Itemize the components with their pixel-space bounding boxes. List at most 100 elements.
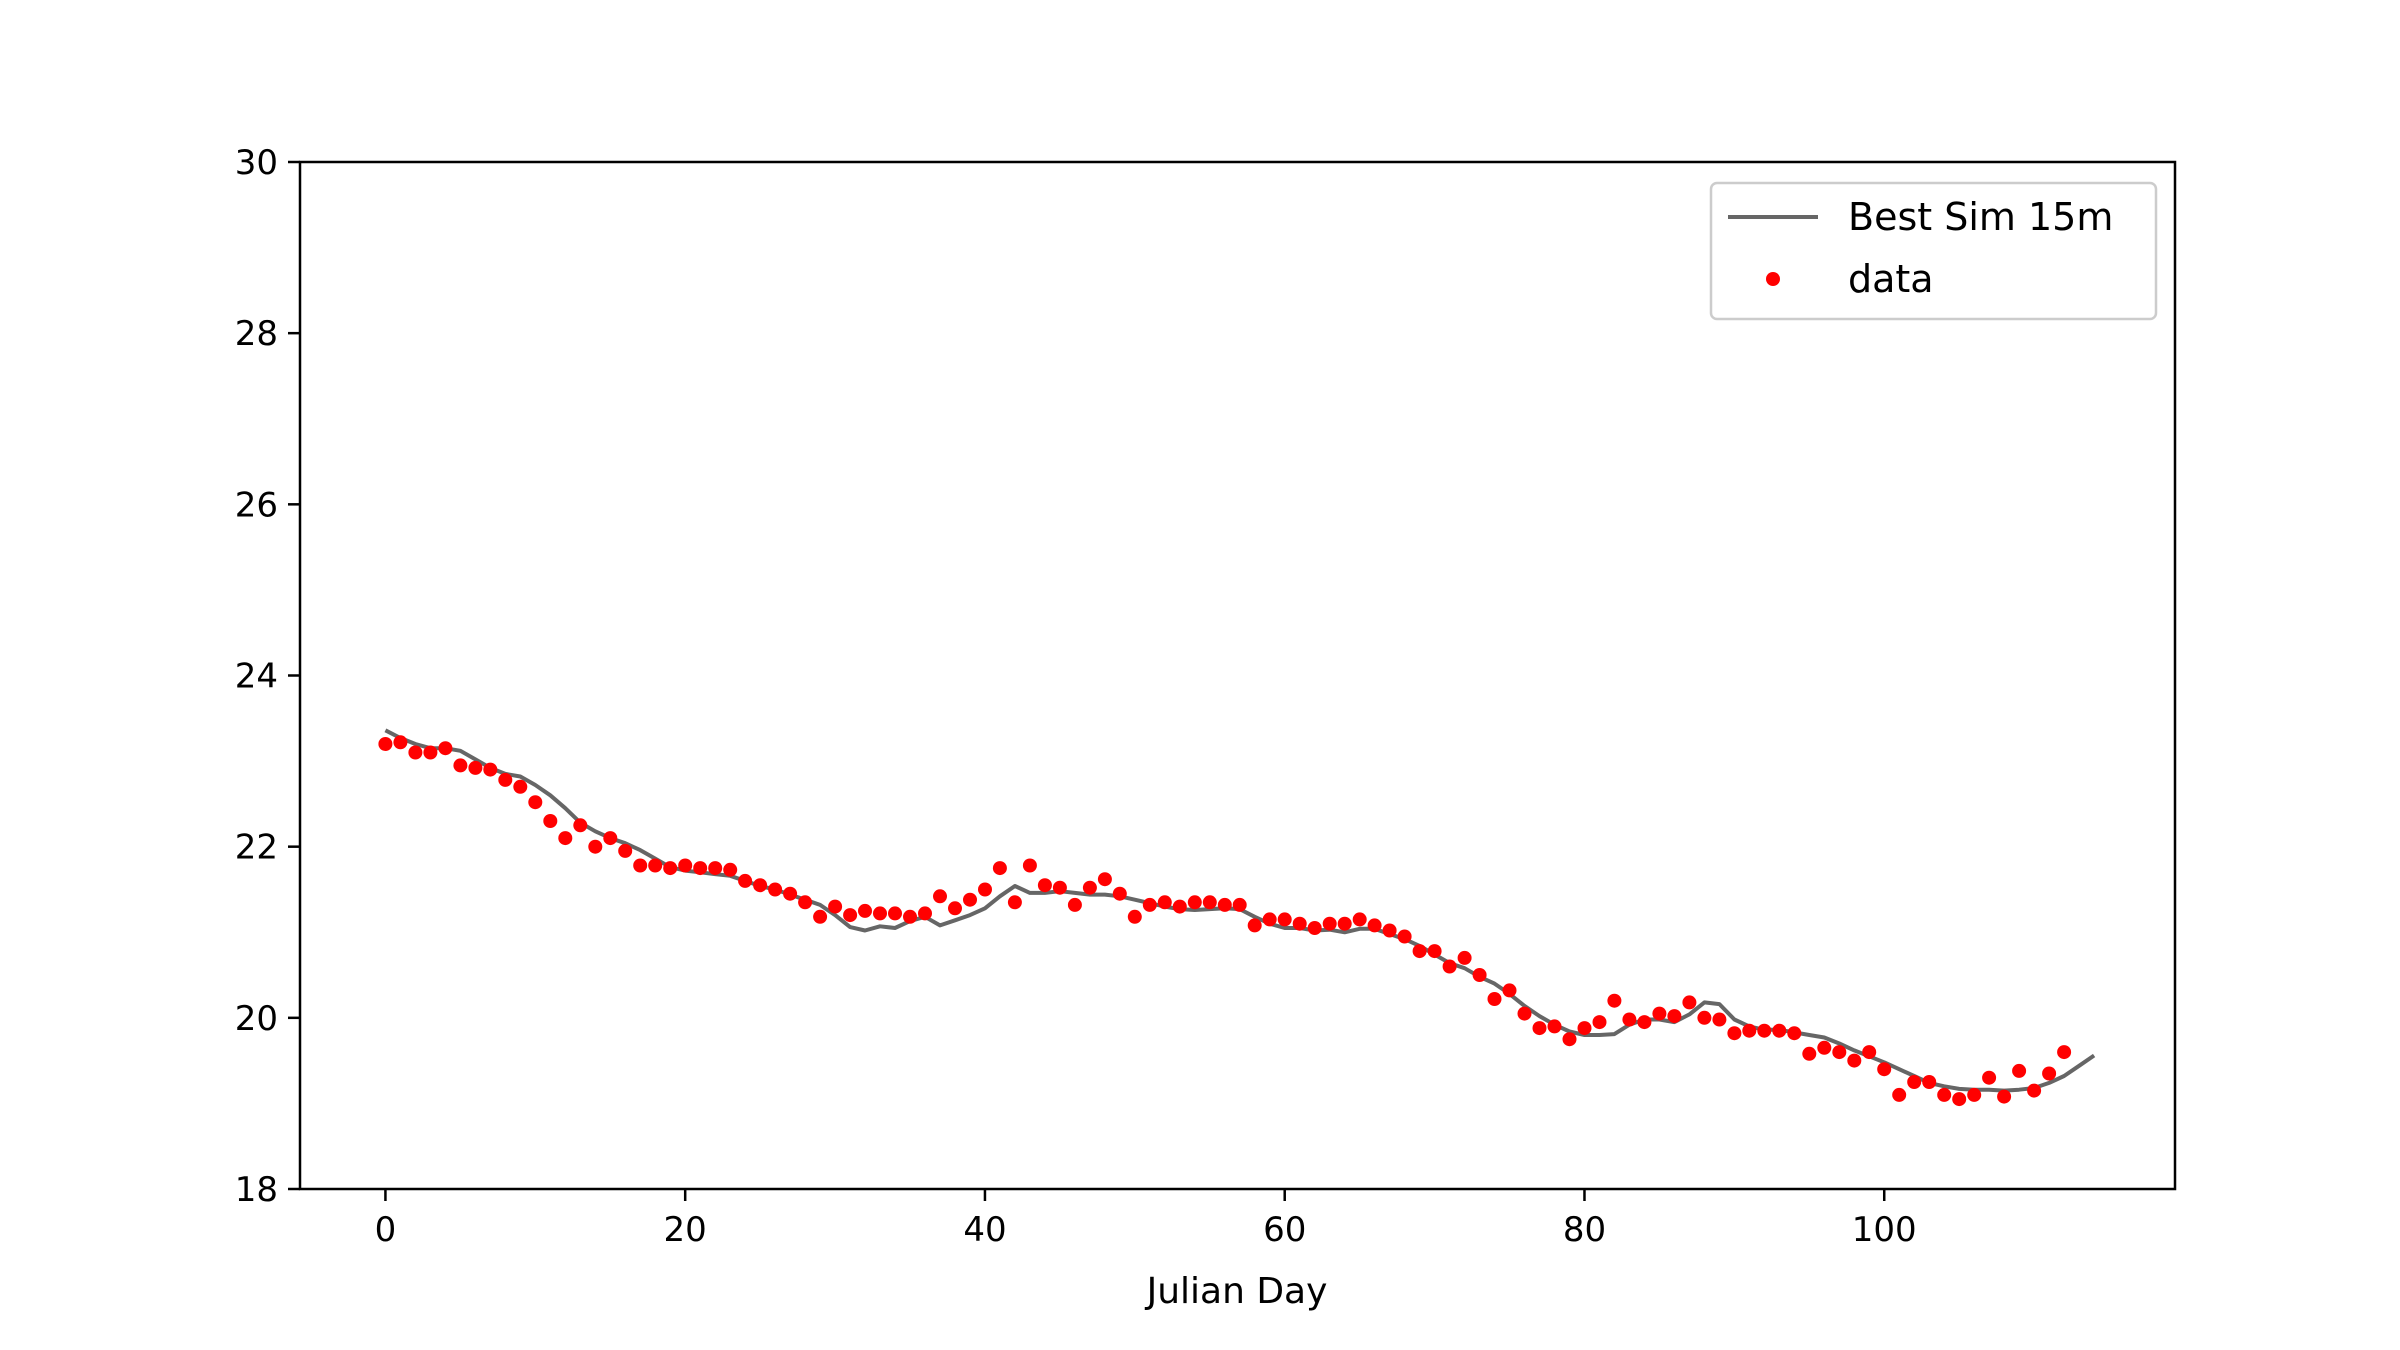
data-point xyxy=(1367,918,1382,933)
y-tick-label: 30 xyxy=(235,143,278,183)
data-point xyxy=(1322,916,1337,931)
data-point xyxy=(873,906,887,921)
data-point xyxy=(1007,895,1022,910)
data-point xyxy=(618,843,633,858)
data-point xyxy=(678,858,693,873)
data-point xyxy=(1577,1021,1592,1036)
data-point xyxy=(1202,895,1217,910)
y-tick-label: 24 xyxy=(235,657,278,697)
data-point xyxy=(1622,1012,1637,1027)
data-point xyxy=(1142,897,1157,912)
data-point xyxy=(1502,983,1517,998)
data-point xyxy=(633,858,648,873)
data-point xyxy=(1727,1026,1742,1041)
data-point xyxy=(1667,1009,1682,1024)
data-point xyxy=(1397,929,1412,944)
data-point xyxy=(1997,1089,2012,1104)
data-point xyxy=(1247,918,1262,933)
data-point xyxy=(588,839,603,854)
data-point xyxy=(1787,1026,1802,1041)
data-point xyxy=(1232,897,1247,912)
data-point xyxy=(1352,912,1367,927)
data-point xyxy=(1982,1070,1997,1085)
data-point xyxy=(1877,1062,1892,1077)
data-point xyxy=(1712,1012,1727,1027)
legend-box xyxy=(1709,181,2158,321)
data-point xyxy=(1472,968,1487,982)
data-point xyxy=(573,818,588,833)
data-point xyxy=(2012,1063,2027,1078)
data-point xyxy=(1802,1046,1817,1061)
data-point xyxy=(1262,912,1277,927)
data-point xyxy=(1967,1087,1982,1102)
data-point xyxy=(408,745,423,760)
legend-label-sim: Best Sim 15m xyxy=(1848,195,2113,239)
data-point xyxy=(1637,1015,1652,1030)
data-point xyxy=(453,758,468,773)
data-point xyxy=(1592,1015,1607,1030)
x-tick-label: 80 xyxy=(1563,1210,1606,1250)
data-point xyxy=(828,899,843,914)
data-point xyxy=(992,861,1007,876)
data-point xyxy=(933,889,947,904)
data-point xyxy=(648,858,663,873)
data-point xyxy=(798,895,813,910)
data-point xyxy=(1697,1010,1712,1025)
data-point xyxy=(918,906,932,921)
data-point xyxy=(1307,921,1322,935)
data-point xyxy=(723,862,738,877)
data-point xyxy=(1532,1021,1547,1036)
data-point xyxy=(783,886,798,901)
data-point xyxy=(1082,880,1097,895)
data-point xyxy=(558,831,573,846)
y-tick-label: 20 xyxy=(235,999,278,1039)
data-point xyxy=(888,906,902,921)
data-point xyxy=(2042,1066,2057,1081)
data-point xyxy=(1742,1023,1757,1038)
data-point xyxy=(1562,1032,1577,1047)
data-point xyxy=(963,892,977,907)
data-point xyxy=(393,735,408,750)
data-point xyxy=(1862,1045,1877,1060)
data-point xyxy=(2057,1045,2072,1060)
data-point xyxy=(1922,1075,1937,1089)
data-point xyxy=(378,737,393,751)
data-point xyxy=(1427,944,1442,959)
x-tick-label: 0 xyxy=(375,1210,397,1250)
data-point xyxy=(1442,959,1457,974)
y-axis-ticks: 18 20 22 24 26 28 30 xyxy=(235,143,300,1210)
data-point xyxy=(1337,916,1352,931)
data-point xyxy=(1607,993,1622,1008)
data-point xyxy=(753,878,768,893)
data-point xyxy=(1907,1075,1922,1089)
legend-label-data: data xyxy=(1848,257,1934,301)
data-point xyxy=(543,814,558,828)
data-point xyxy=(903,909,917,924)
data-point xyxy=(1217,897,1232,912)
legend-dot-swatch xyxy=(1766,272,1780,286)
data-point xyxy=(1037,878,1052,893)
data-point xyxy=(1187,895,1202,910)
data-point xyxy=(1097,872,1112,887)
data-point xyxy=(813,909,828,924)
data-point xyxy=(1847,1053,1862,1068)
data-point xyxy=(1277,912,1292,927)
data-point xyxy=(663,861,678,876)
data-point xyxy=(1052,880,1067,895)
data-point xyxy=(1817,1040,1832,1055)
data-point xyxy=(1547,1019,1562,1034)
legend: Best Sim 15m data xyxy=(1709,181,2158,321)
data-point xyxy=(1127,909,1142,924)
data-point xyxy=(483,762,498,777)
data-point xyxy=(1412,944,1427,959)
data-point xyxy=(2027,1083,2042,1098)
data-points-layer xyxy=(378,735,2072,1107)
data-point xyxy=(1892,1087,1907,1102)
data-point xyxy=(1382,923,1397,938)
y-tick-label: 28 xyxy=(235,314,278,354)
data-point xyxy=(423,745,438,760)
data-point xyxy=(1112,886,1127,901)
data-point xyxy=(468,760,483,775)
data-point xyxy=(513,779,528,794)
data-point xyxy=(603,831,618,846)
